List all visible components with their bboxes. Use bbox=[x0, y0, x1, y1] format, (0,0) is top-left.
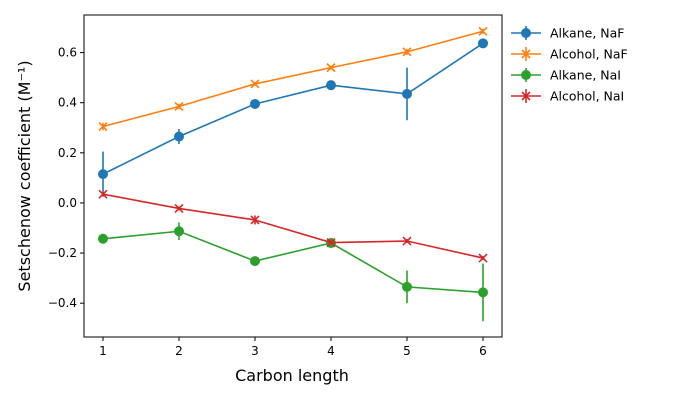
data-point bbox=[402, 47, 412, 57]
data-point bbox=[174, 226, 184, 237]
data-point bbox=[250, 215, 260, 225]
data-point bbox=[250, 79, 260, 89]
y-tick-label: 0.4 bbox=[58, 96, 77, 110]
data-point bbox=[98, 189, 108, 199]
data-point bbox=[174, 203, 184, 214]
data-point bbox=[98, 233, 108, 244]
x-axis-ticks: 1 2 3 4 5 6 bbox=[99, 337, 487, 358]
legend-item: Alkane, NaI bbox=[511, 68, 621, 83]
data-point bbox=[478, 287, 488, 298]
data-point bbox=[402, 236, 412, 246]
x-tick-label: 2 bbox=[175, 344, 183, 358]
y-tick-label: 0.0 bbox=[58, 196, 77, 210]
x-tick-label: 4 bbox=[327, 344, 335, 358]
y-tick-label: −0.2 bbox=[48, 246, 77, 260]
legend-marker bbox=[521, 49, 531, 59]
series-line bbox=[102, 42, 484, 175]
legend-marker bbox=[521, 28, 531, 38]
data-point bbox=[326, 63, 336, 73]
data-point bbox=[402, 281, 412, 292]
legend-marker bbox=[521, 91, 531, 101]
legend-item: Alcohol, NaI bbox=[511, 89, 624, 104]
data-point bbox=[326, 237, 336, 248]
legend-marker bbox=[521, 70, 531, 80]
series-alkane-nai bbox=[98, 222, 488, 322]
data-point bbox=[98, 121, 108, 132]
legend-label: Alcohol, NaF bbox=[550, 47, 628, 62]
data-point bbox=[174, 101, 184, 112]
data-point bbox=[478, 253, 488, 263]
plot-area bbox=[83, 14, 503, 338]
series-layer bbox=[98, 26, 488, 322]
series-alcohol-nai bbox=[98, 189, 488, 263]
y-axis-title: Setschenow coefficient (M⁻¹) bbox=[15, 60, 34, 291]
series-line bbox=[102, 230, 484, 294]
y-tick-label: 0.2 bbox=[58, 146, 77, 160]
legend-label: Alkane, NaF bbox=[550, 26, 624, 41]
x-tick-label: 5 bbox=[403, 344, 411, 358]
y-tick-label: 0.6 bbox=[58, 46, 77, 60]
legend-item: Alkane, NaF bbox=[511, 26, 624, 41]
legend: Alkane, NaF Alcohol, NaF Alkane, NaI Alcoho… bbox=[511, 26, 628, 104]
legend-label: Alkane, NaI bbox=[550, 68, 621, 83]
data-point bbox=[326, 80, 336, 91]
data-point bbox=[478, 26, 488, 36]
y-tick-label: −0.4 bbox=[48, 296, 77, 310]
data-point bbox=[250, 256, 260, 267]
data-point bbox=[478, 38, 488, 49]
legend-label: Alcohol, NaI bbox=[550, 89, 624, 104]
x-tick-label: 3 bbox=[251, 344, 259, 358]
series-line bbox=[102, 30, 484, 128]
x-tick-label: 1 bbox=[99, 344, 107, 358]
y-axis-ticks: −0.4 −0.2 0.0 0.2 0.4 0.6 bbox=[48, 46, 84, 310]
data-point bbox=[402, 88, 412, 99]
series-alcohol-naf bbox=[98, 26, 488, 132]
x-tick-label: 6 bbox=[479, 344, 487, 358]
data-point bbox=[174, 131, 184, 142]
x-axis-title: Carbon length bbox=[235, 366, 349, 385]
data-point bbox=[250, 98, 260, 109]
series-line bbox=[102, 193, 484, 259]
legend-item: Alcohol, NaF bbox=[511, 47, 628, 62]
series-alkane-naf bbox=[98, 38, 488, 197]
data-point bbox=[98, 169, 108, 180]
